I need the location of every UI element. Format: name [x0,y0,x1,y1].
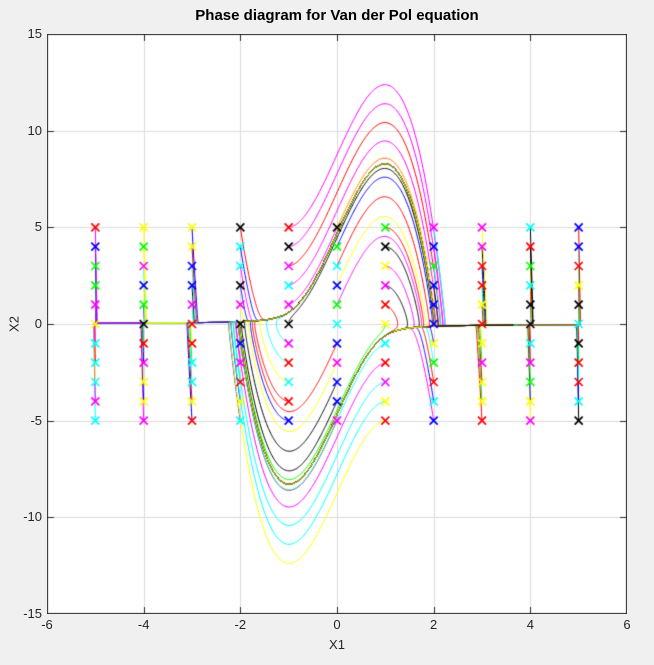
y-tick-label: 10 [27,122,42,138]
x-tick-label: 0 [333,617,341,632]
y-tick-label: 0 [34,316,42,331]
chart-title: Phase diagram for Van der Pol equation [195,7,479,24]
y-tick-label: -5 [30,412,42,428]
x-tick-label: 2 [430,617,438,632]
x-tick-label: -6 [41,617,53,632]
x-tick-label: 4 [526,617,534,632]
x-axis-label: X1 [329,637,345,652]
y-tick-label: 5 [34,219,42,235]
x-tick-label: -2 [234,617,247,632]
phase-plot-canvas [47,34,627,614]
y-tick-label: -15 [23,606,42,621]
x-tick-label: -4 [137,617,150,632]
y-tick-label: 15 [27,26,42,41]
y-tick-label: -10 [23,509,42,525]
x-tick-label: 6 [623,617,631,632]
plot-area [47,34,627,614]
